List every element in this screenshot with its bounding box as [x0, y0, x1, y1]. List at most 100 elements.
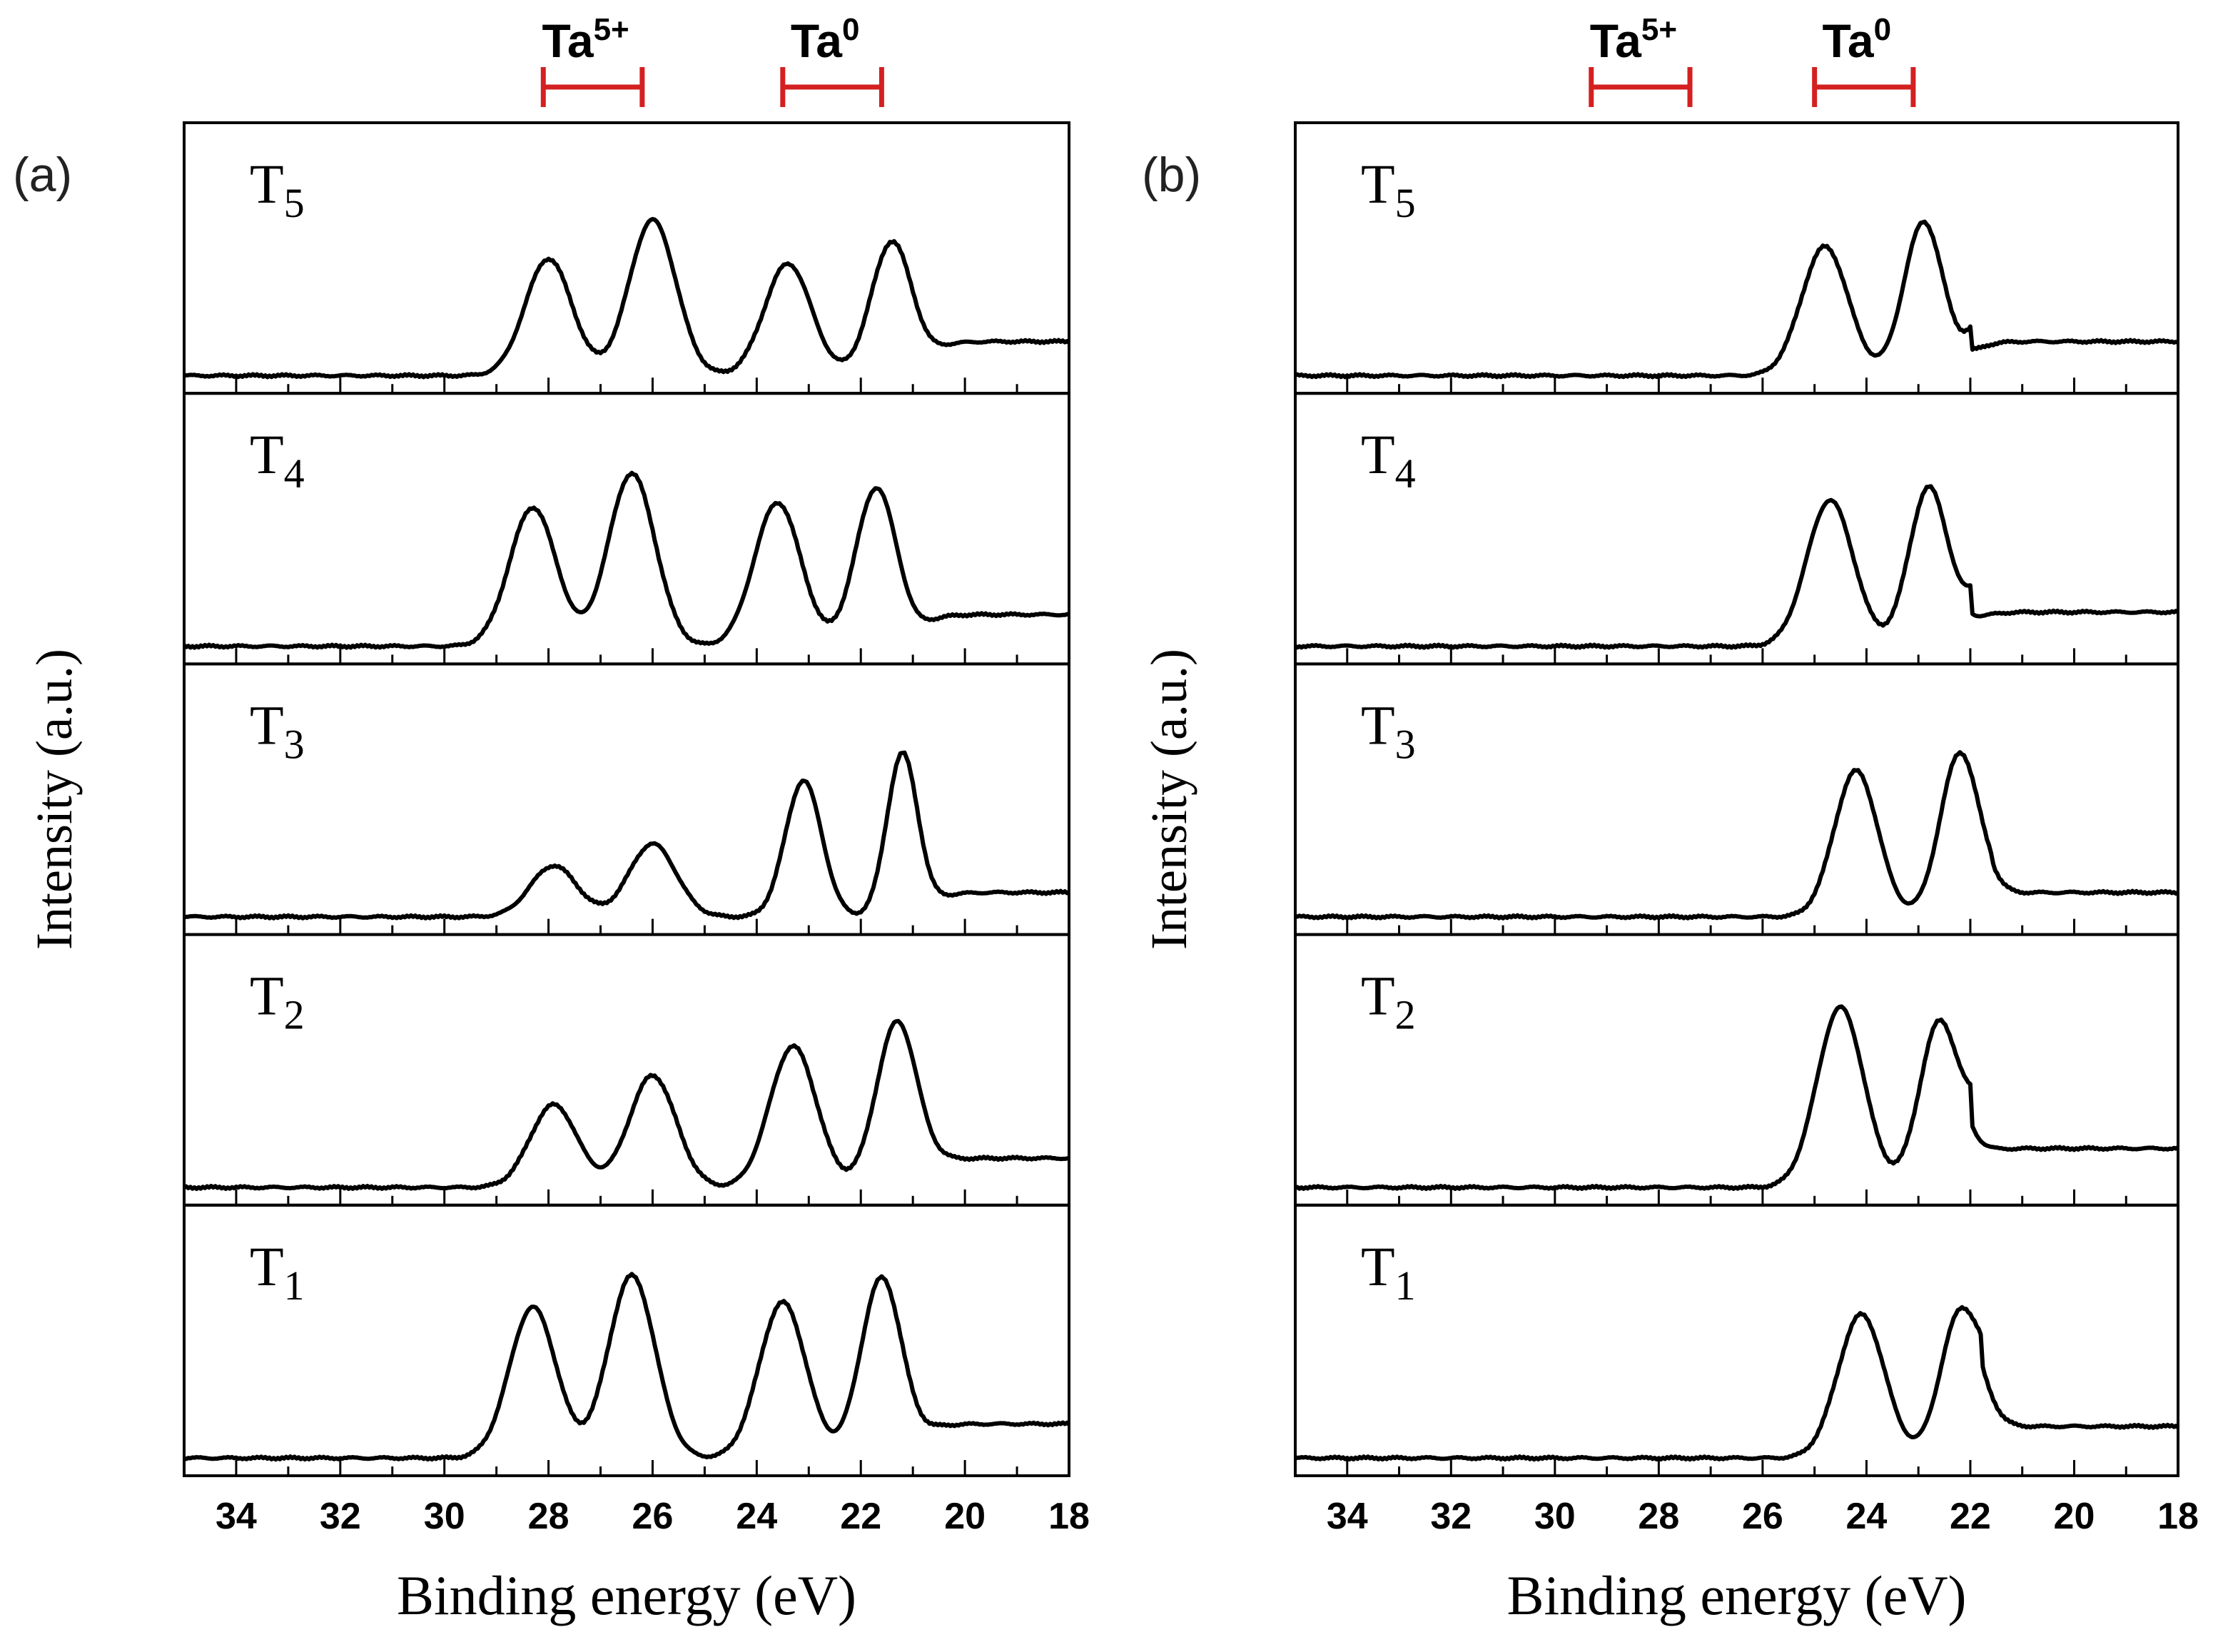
series-label: T5 [250, 153, 305, 226]
series-label: T2 [250, 965, 305, 1038]
subplot-frame [183, 392, 1070, 666]
series-label: T3 [1361, 694, 1416, 767]
subplot-T1: T1 [1294, 1203, 2179, 1478]
x-axis-label: Binding energy (eV) [397, 1564, 856, 1626]
x-tick-label: 20 [944, 1496, 986, 1537]
subplot-T2: T2 [1294, 933, 2179, 1207]
series-label-sub: 4 [284, 450, 305, 497]
marker-label-name: Ta [791, 14, 843, 67]
subplot-frame [183, 1203, 1070, 1478]
marker-label: Ta0 [791, 12, 860, 67]
series-label-sub: 3 [284, 721, 305, 767]
series-label-name: T [1361, 694, 1395, 756]
marker-label-sup: 0 [842, 12, 859, 47]
series-label-sub: 1 [284, 1262, 305, 1309]
spectrum-line [1295, 750, 2179, 921]
y-axis-label: Intensity (a.u.) [26, 649, 83, 950]
subplot-frame [1294, 933, 2179, 1207]
marker-label-sup: 0 [1874, 12, 1891, 47]
series-label-name: T [1361, 965, 1395, 1027]
spectrum-line [183, 470, 1070, 650]
marker-ta5plus: Ta5+ [1589, 12, 1693, 107]
marker-ta0: Ta0 [1812, 12, 1916, 107]
subplot-frame [183, 933, 1070, 1207]
y-axis-label: Intensity (a.u.) [1140, 649, 1197, 950]
x-tick-label: 34 [1327, 1496, 1368, 1537]
spectrum-line [183, 1018, 1070, 1191]
spectrum-line [1294, 484, 2179, 650]
series-label-name: T [250, 1235, 284, 1297]
marker-label-sup: 5+ [1641, 12, 1677, 47]
subplot-T5: T5 [183, 121, 1070, 395]
series-label-name: T [250, 423, 284, 485]
x-tick-label: 26 [1742, 1496, 1783, 1537]
x-tick-label: 32 [1430, 1496, 1472, 1537]
series-label-sub: 5 [1395, 180, 1416, 226]
marker-ta5plus: Ta5+ [540, 12, 645, 107]
series-label: T4 [1361, 423, 1416, 497]
spectrum-line [183, 1272, 1070, 1462]
subplot-T3: T3 [1294, 662, 2179, 936]
subplot-T4: T4 [1294, 392, 2179, 666]
spectrum-line [1294, 1004, 2179, 1191]
series-label: T5 [1361, 153, 1416, 226]
x-tick-label: 30 [1534, 1496, 1576, 1537]
subplot-frame [1294, 121, 2179, 395]
x-tick-label: 24 [736, 1496, 777, 1537]
x-tick-label: 24 [1845, 1496, 1887, 1537]
series-label-sub: 4 [1395, 450, 1416, 497]
x-tick-label: 22 [1950, 1496, 1991, 1537]
subplot-T3: T3 [183, 662, 1070, 936]
marker-label: Ta5+ [1590, 12, 1677, 67]
marker-label: Ta5+ [542, 12, 629, 67]
x-tick-label: 28 [1638, 1496, 1679, 1537]
x-tick-label: 20 [2054, 1496, 2095, 1537]
subplot-T2: T2 [183, 933, 1070, 1207]
series-label-sub: 2 [284, 992, 305, 1038]
x-tick-label: 26 [632, 1496, 674, 1537]
marker-label: Ta0 [1822, 12, 1891, 67]
subplot-frame [1294, 392, 2179, 666]
subplot-T1: T1 [183, 1203, 1070, 1478]
subplot-frame [1294, 1203, 2179, 1478]
marker-ta0: Ta0 [780, 12, 884, 107]
series-label-name: T [250, 153, 284, 215]
x-tick-label: 18 [2157, 1496, 2199, 1537]
subplot-T4: T4 [183, 392, 1070, 666]
x-tick-label: 30 [424, 1496, 465, 1537]
spectrum-line [183, 750, 1070, 921]
panel-label: (a) [13, 148, 72, 202]
series-label-sub: 2 [1395, 992, 1416, 1038]
marker-label-name: Ta [542, 14, 594, 67]
series-label-name: T [250, 965, 284, 1027]
series-label: T1 [1361, 1235, 1416, 1309]
panel-label: (b) [1142, 148, 1201, 202]
marker-label-name: Ta [1590, 14, 1642, 67]
subplot-T5: T5 [1294, 121, 2179, 395]
x-tick-label: 22 [840, 1496, 881, 1537]
series-label-name: T [1361, 1235, 1395, 1297]
x-tick-label: 34 [216, 1496, 257, 1537]
subplot-frame [183, 121, 1070, 395]
series-label-name: T [250, 694, 284, 756]
series-label: T4 [250, 423, 305, 497]
series-label-sub: 1 [1395, 1262, 1416, 1309]
series-label-sub: 5 [284, 180, 305, 226]
spectrum-line [1294, 219, 2179, 380]
x-axis-label: Binding energy (eV) [1506, 1564, 1966, 1626]
marker-label-name: Ta [1822, 14, 1874, 67]
series-label: T2 [1361, 965, 1416, 1038]
subplot-frame [183, 662, 1070, 936]
series-label-name: T [1361, 423, 1395, 485]
spectrum-line [183, 217, 1070, 380]
panel-b: (b)Intensity (a.u.)Binding energy (eV)T5… [1140, 12, 2199, 1626]
x-tick-label: 28 [528, 1496, 569, 1537]
panel-a: (a)Intensity (a.u.)Binding energy (eV)T5… [13, 12, 1090, 1626]
x-tick-label: 18 [1048, 1496, 1090, 1537]
series-label-sub: 3 [1395, 721, 1416, 767]
x-tick-label: 32 [320, 1496, 361, 1537]
spectrum-line [1295, 1304, 2179, 1462]
series-label-name: T [1361, 153, 1395, 215]
series-label: T1 [250, 1235, 305, 1309]
